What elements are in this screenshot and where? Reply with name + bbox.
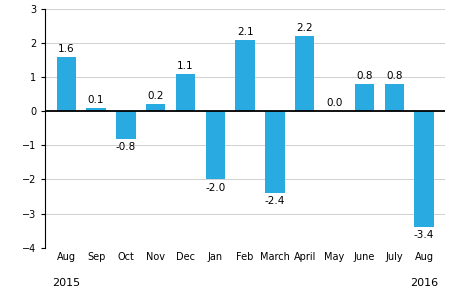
Bar: [385, 84, 404, 111]
Text: 2015: 2015: [52, 278, 80, 288]
Bar: [57, 57, 76, 111]
Text: 0.2: 0.2: [148, 92, 164, 101]
Text: -2.0: -2.0: [205, 182, 226, 193]
Text: 0.0: 0.0: [326, 98, 343, 108]
Text: 2.1: 2.1: [237, 27, 253, 37]
Text: 2.2: 2.2: [296, 23, 313, 33]
Text: -0.8: -0.8: [116, 142, 136, 152]
Text: 1.1: 1.1: [177, 61, 194, 71]
Bar: [355, 84, 374, 111]
Bar: [265, 111, 285, 193]
Text: 0.8: 0.8: [356, 71, 373, 81]
Bar: [206, 111, 225, 179]
Bar: [236, 40, 255, 111]
Text: 1.6: 1.6: [58, 44, 74, 54]
Bar: [295, 36, 315, 111]
Bar: [415, 111, 434, 227]
Text: 2016: 2016: [410, 278, 438, 288]
Bar: [86, 108, 106, 111]
Text: -3.4: -3.4: [414, 230, 434, 240]
Bar: [176, 74, 195, 111]
Bar: [116, 111, 136, 139]
Text: -2.4: -2.4: [265, 196, 285, 206]
Text: 0.1: 0.1: [88, 95, 104, 105]
Bar: [146, 104, 165, 111]
Text: 0.8: 0.8: [386, 71, 403, 81]
